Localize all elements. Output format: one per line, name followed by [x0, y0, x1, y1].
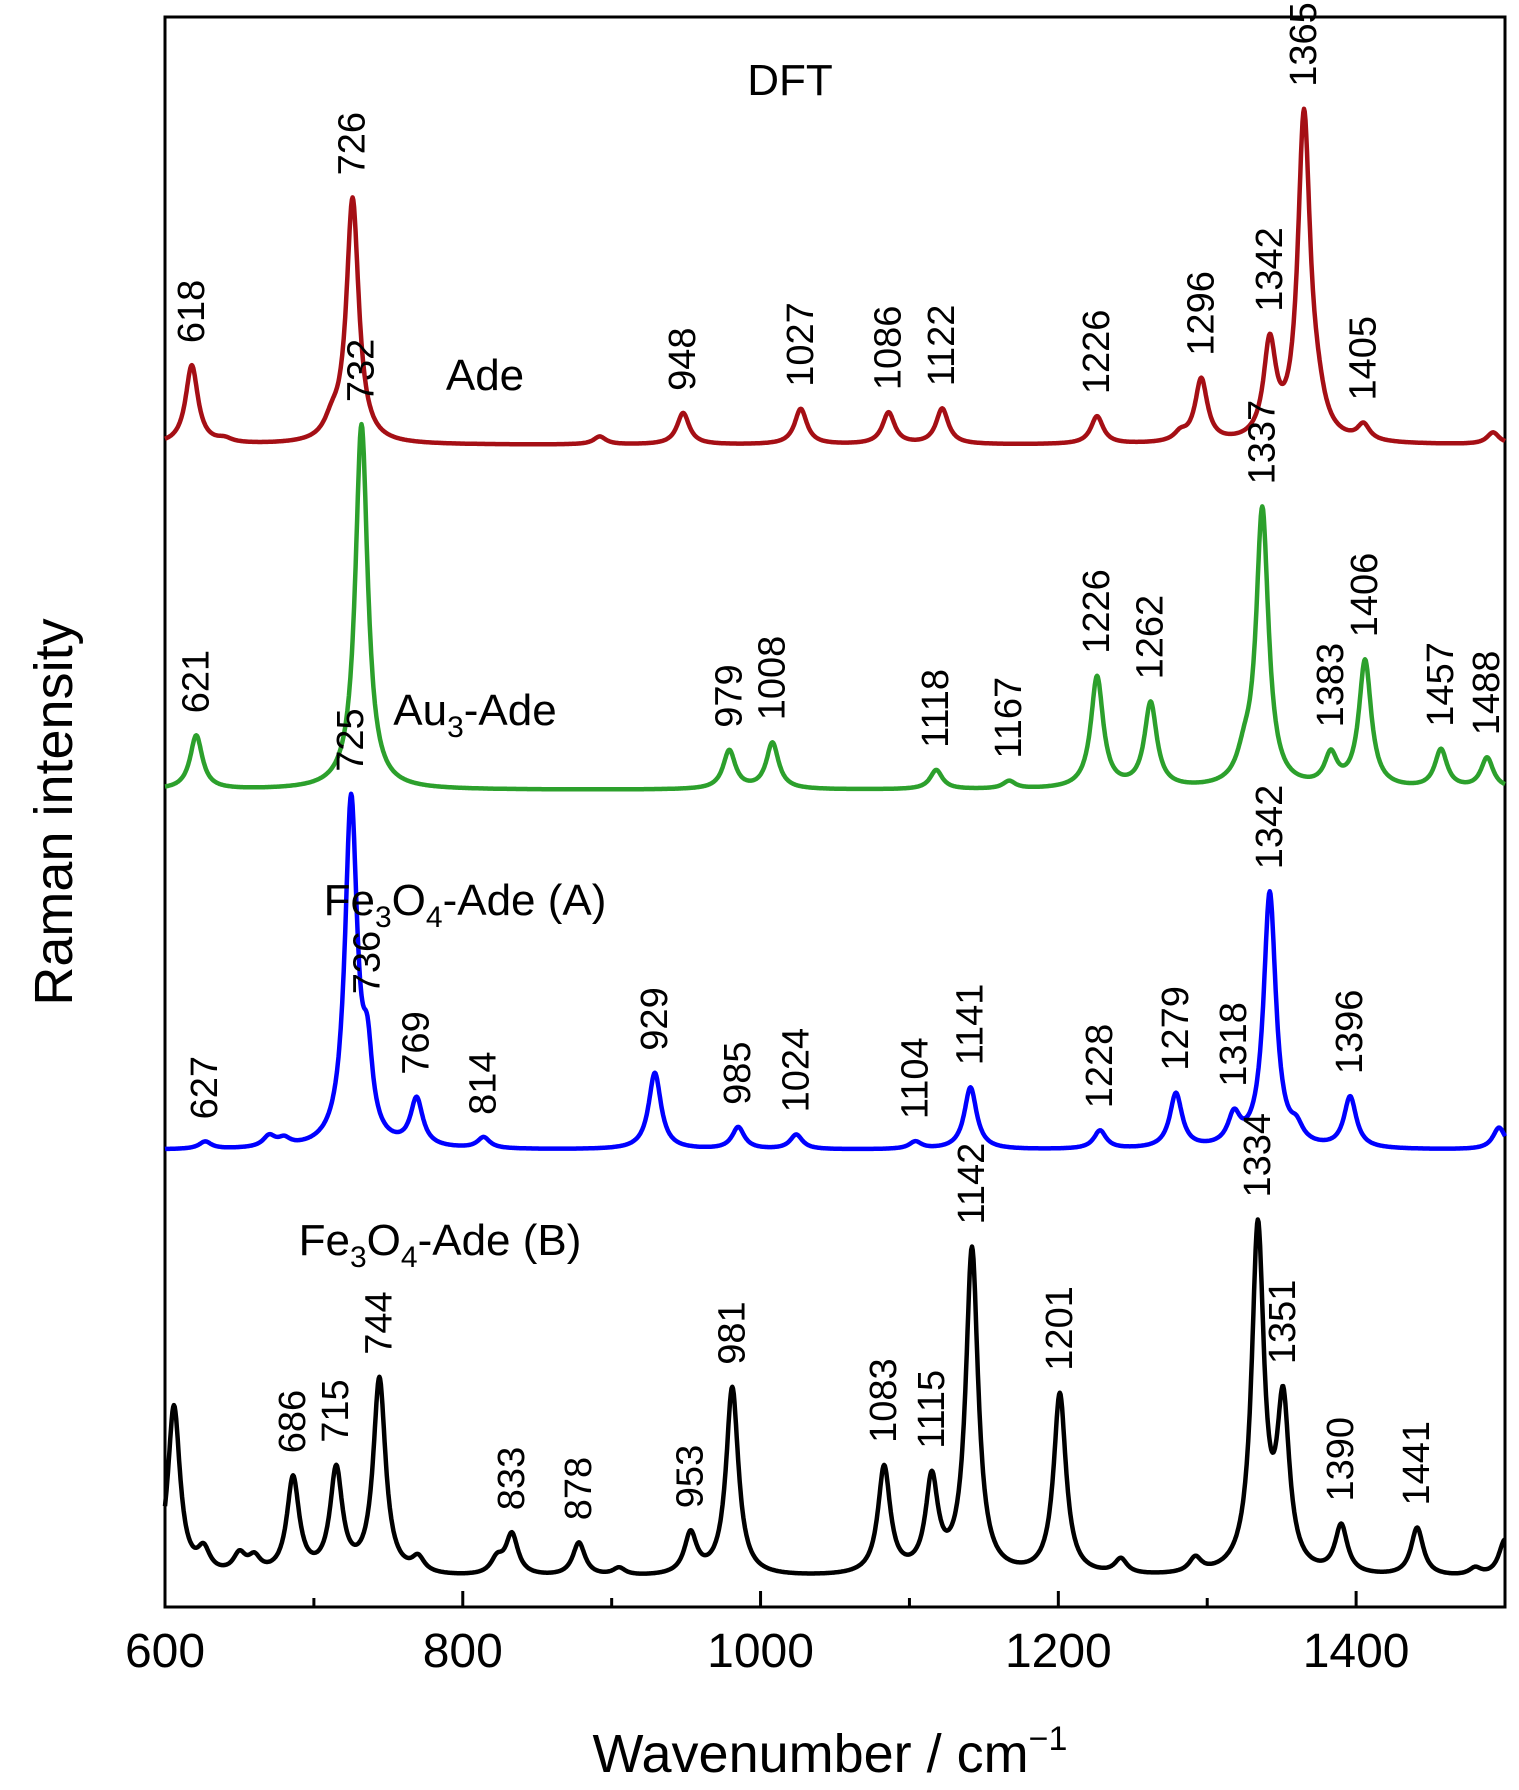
- peak-label-1-1: 732: [341, 339, 383, 402]
- series-name-part: 3: [447, 711, 464, 744]
- peak-label-0-3: 726: [332, 112, 374, 175]
- peak-label-3-15: 1115: [911, 1370, 953, 1449]
- peak-label-2-17: 1396: [1329, 990, 1371, 1075]
- peak-label-3-21: 1351: [1262, 1280, 1304, 1365]
- peak-label-3-4: 686: [272, 1390, 314, 1453]
- peak-label-1-11: 1406: [1344, 553, 1386, 638]
- peak-label-2-15: 1342: [1249, 785, 1291, 870]
- peak-label-0-0: 618: [171, 280, 213, 343]
- series-name-label-1: Au3-Ade: [393, 686, 556, 744]
- series-line-1: [163, 421, 1507, 792]
- x-tick-label-600: 600: [125, 1625, 205, 1678]
- series-name-label-3: Fe3O4-Ade (B): [299, 1216, 582, 1274]
- x-tick-label-1000: 1000: [707, 1625, 814, 1678]
- series-name-part: 3: [350, 1241, 367, 1274]
- peak-label-2-14: 1318: [1213, 1002, 1255, 1087]
- peak-label-1-13: 1488: [1466, 651, 1508, 736]
- peak-label-1-7: 1262: [1130, 595, 1172, 680]
- peak-label-0-8: 1122: [921, 305, 963, 387]
- x-axis-title-superscript: −1: [1029, 1720, 1068, 1758]
- peak-label-2-4: 736: [347, 931, 389, 994]
- peak-label-0-11: 1296: [1180, 271, 1222, 356]
- x-axis: 600 800 1000 1200 1400: [125, 1591, 1410, 1678]
- series-layer: Ade 618 726 948 1027 1086 1122 1226 1296 1342 1365…: [162, 2, 1508, 1576]
- peak-label-2-5: 769: [396, 1011, 438, 1074]
- peak-label-1-2: 979: [708, 664, 750, 727]
- peak-label-1-12: 1457: [1420, 642, 1462, 727]
- series-name-part: 4: [401, 1241, 418, 1274]
- y-axis-title: Raman intensity: [24, 618, 84, 1005]
- peak-label-0-9: 1226: [1076, 310, 1118, 395]
- series-name-part: -Ade (B): [418, 1216, 582, 1265]
- peak-label-3-10: 878: [558, 1457, 600, 1520]
- peak-label-2-11: 1141: [950, 984, 992, 1066]
- peak-label-1-10: 1383: [1310, 643, 1352, 728]
- peak-label-1-6: 1226: [1076, 569, 1118, 654]
- x-axis-title-text: Wavenumber / cm: [593, 1724, 1029, 1784]
- peak-label-0-12: 1342: [1249, 227, 1291, 312]
- peak-label-2-6: 814: [463, 1051, 505, 1114]
- peak-label-2-9: 1024: [775, 1028, 817, 1113]
- series-name-label-0: Ade: [446, 351, 524, 400]
- series-name-part: -Ade (A): [443, 876, 607, 925]
- series-name-part: Au: [393, 686, 447, 735]
- series-name-part: Ade: [446, 351, 524, 400]
- peak-label-1-9: 1337: [1241, 400, 1283, 485]
- peak-label-3-20: 1334: [1237, 1113, 1279, 1198]
- peak-label-3-17: 1201: [1039, 1286, 1081, 1371]
- peak-label-2-0: 627: [184, 1056, 226, 1119]
- peak-label-2-10: 1104: [894, 1037, 936, 1119]
- plot-frame: [163, 15, 1507, 1609]
- x-tick-label-800: 800: [423, 1625, 503, 1678]
- peak-label-0-15: 1405: [1343, 316, 1385, 401]
- series-name-label-2: Fe3O4-Ade (A): [324, 876, 607, 934]
- series-name-part: 3: [375, 901, 392, 934]
- peak-label-2-7: 929: [634, 987, 676, 1050]
- series-name-part: Fe: [324, 876, 375, 925]
- peak-label-2-8: 985: [717, 1041, 759, 1104]
- chart-title: DFT: [747, 56, 833, 105]
- peak-label-0-13: 1365: [1283, 2, 1325, 87]
- peak-label-1-5: 1167: [988, 677, 1030, 759]
- peak-label-3-6: 744: [358, 1291, 400, 1354]
- peak-label-3-5: 715: [315, 1379, 357, 1442]
- peak-label-2-12: 1228: [1079, 1024, 1121, 1109]
- x-tick-label-1200: 1200: [1005, 1625, 1112, 1678]
- series-name-part: O: [367, 1216, 401, 1265]
- peak-label-1-3: 1008: [752, 636, 794, 721]
- series-name-part: 4: [426, 901, 443, 934]
- peak-label-3-12: 953: [670, 1445, 712, 1508]
- peak-label-1-0: 621: [175, 650, 217, 713]
- series-name-part: O: [392, 876, 426, 925]
- x-axis-title: Wavenumber / cm−1: [593, 1720, 1068, 1784]
- series-line-0: [163, 106, 1507, 447]
- peak-label-0-6: 1027: [780, 302, 822, 387]
- peak-label-3-13: 981: [711, 1301, 753, 1364]
- peak-label-0-7: 1086: [868, 306, 910, 391]
- peak-label-2-13: 1279: [1155, 986, 1197, 1071]
- peak-label-3-14: 1083: [863, 1358, 905, 1443]
- series-line-3: [162, 1217, 1507, 1576]
- series-name-part: -Ade: [464, 686, 557, 735]
- series-name-part: Fe: [299, 1216, 350, 1265]
- peak-label-3-16: 1142: [951, 1143, 993, 1225]
- x-tick-label-1400: 1400: [1303, 1625, 1410, 1678]
- peak-label-3-9: 833: [491, 1447, 533, 1510]
- peak-label-3-22: 1390: [1320, 1417, 1362, 1502]
- peak-label-2-3: 725: [330, 708, 372, 771]
- peak-label-1-4: 1118: [915, 669, 957, 748]
- peak-label-0-5: 948: [662, 327, 704, 390]
- peak-label-3-23: 1441: [1396, 1421, 1438, 1506]
- series-line-2: [163, 791, 1508, 1152]
